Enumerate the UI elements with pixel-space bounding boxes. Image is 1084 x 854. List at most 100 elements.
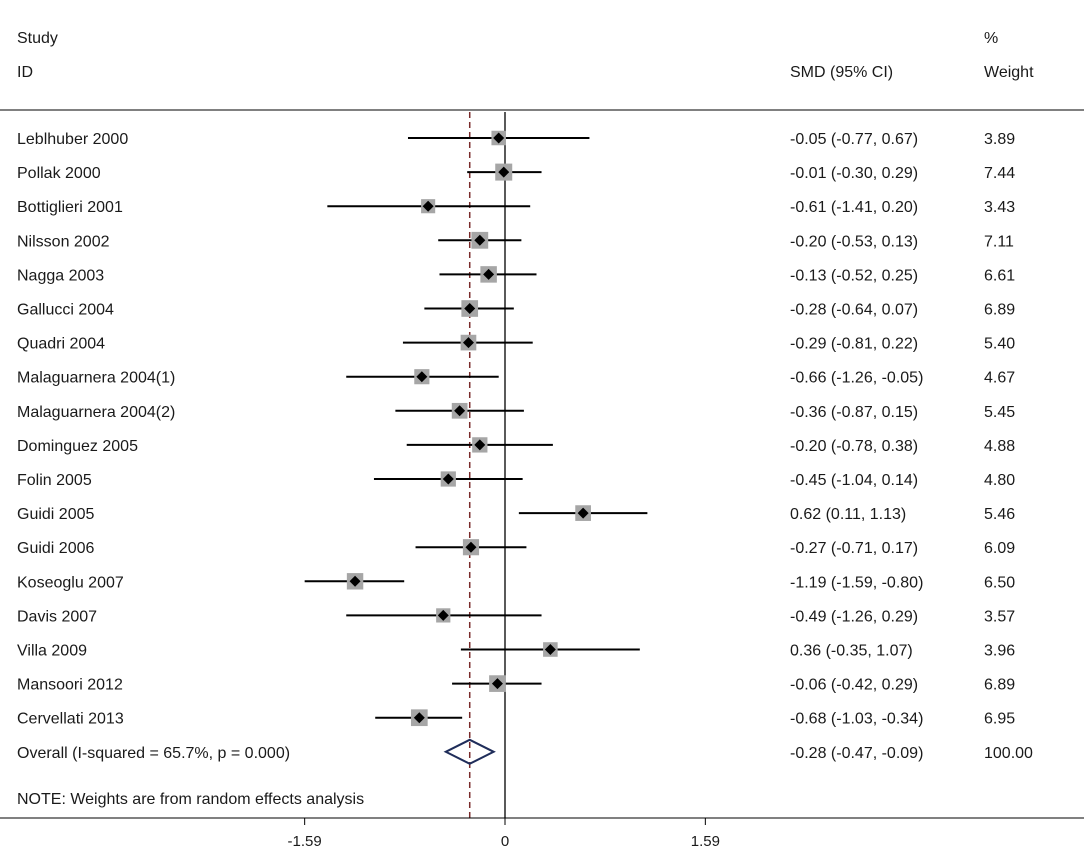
point-estimate-marker xyxy=(416,371,428,383)
point-estimate-marker xyxy=(437,609,449,621)
effect-ci-value: -0.49 (-1.26, 0.29) xyxy=(790,608,918,625)
effect-ci-value: -0.20 (-0.53, 0.13) xyxy=(790,233,918,250)
tick-label: -1.59 xyxy=(288,833,322,850)
header-weight: Weight xyxy=(984,64,1034,81)
weight-value: 4.67 xyxy=(984,370,1015,387)
header-effect: SMD (95% CI) xyxy=(790,64,893,81)
effect-ci-value: -0.29 (-0.81, 0.22) xyxy=(790,336,918,353)
effect-ci-value: -0.01 (-0.30, 0.29) xyxy=(790,165,918,182)
effect-ci-value: -0.45 (-1.04, 0.14) xyxy=(790,472,918,489)
study-label: Koseoglu 2007 xyxy=(17,574,124,591)
study-row: Malaguarnera 2004(1) -0.66 (-1.26, -0.05)… xyxy=(17,369,1015,387)
study-label: Dominguez 2005 xyxy=(17,438,138,455)
effect-ci-value: 0.36 (-0.35, 1.07) xyxy=(790,643,913,660)
study-label: Nilsson 2002 xyxy=(17,233,110,250)
overall-row: Overall (I-squared = 65.7%, p = 0.000) -0… xyxy=(17,738,1033,765)
study-label: Cervellati 2013 xyxy=(17,711,124,728)
weight-value: 6.89 xyxy=(984,677,1015,694)
header-study: Study xyxy=(17,30,58,47)
effect-ci-value: -0.61 (-1.41, 0.20) xyxy=(790,199,918,216)
weight-value: 4.80 xyxy=(984,472,1015,489)
study-row: Pollak 2000 -0.01 (-0.30, 0.29) 7.44 xyxy=(17,163,1015,182)
weight-value: 7.11 xyxy=(984,233,1014,250)
weight-value: 5.46 xyxy=(984,506,1015,523)
study-row: Villa 2009 0.36 (-0.35, 1.07) 3.96 xyxy=(17,642,1015,660)
overall-diamond xyxy=(443,738,496,765)
weight-value: 3.57 xyxy=(984,608,1015,625)
tick-label: 1.59 xyxy=(691,833,720,850)
study-row: Mansoori 2012 -0.06 (-0.42, 0.29) 6.89 xyxy=(17,675,1015,694)
study-row: Guidi 2006 -0.27 (-0.71, 0.17) 6.09 xyxy=(17,539,1015,557)
study-row: Quadri 2004 -0.29 (-0.81, 0.22) 5.40 xyxy=(17,334,1015,353)
effect-ci-value: -0.28 (-0.64, 0.07) xyxy=(790,302,918,319)
effect-ci-value: -0.06 (-0.42, 0.29) xyxy=(790,677,918,694)
point-estimate-marker xyxy=(465,541,477,553)
point-estimate-marker xyxy=(493,132,505,144)
effect-ci-value: -0.66 (-1.26, -0.05) xyxy=(790,370,923,387)
weight-value: 4.88 xyxy=(984,438,1015,455)
weight-value: 5.40 xyxy=(984,336,1015,353)
study-label: Nagga 2003 xyxy=(17,267,104,284)
overall-weight-value: 100.00 xyxy=(984,745,1033,762)
footnote: NOTE: Weights are from random effects an… xyxy=(17,791,364,808)
weight-value: 6.61 xyxy=(984,267,1015,284)
point-estimate-marker xyxy=(498,166,510,178)
study-row: Nilsson 2002 -0.20 (-0.53, 0.13) 7.11 xyxy=(17,231,1014,250)
weight-value: 6.89 xyxy=(984,302,1015,319)
study-label: Malaguarnera 2004(1) xyxy=(17,370,175,387)
study-label: Quadri 2004 xyxy=(17,336,105,353)
x-axis-ticks: -1.59 0 1.59 xyxy=(288,818,720,850)
study-label: Pollak 2000 xyxy=(17,165,101,182)
study-label: Leblhuber 2000 xyxy=(17,131,128,148)
reference-lines xyxy=(468,112,506,818)
weight-value: 3.96 xyxy=(984,643,1015,660)
point-estimate-marker xyxy=(474,234,486,246)
study-row: Bottiglieri 2001 -0.61 (-1.41, 0.20) 3.43 xyxy=(17,199,1015,216)
effect-ci-value: -0.36 (-0.87, 0.15) xyxy=(790,404,918,421)
point-estimate-marker xyxy=(349,575,361,587)
overall-label: Overall (I-squared = 65.7%, p = 0.000) xyxy=(17,745,290,762)
weight-value: 6.09 xyxy=(984,540,1015,557)
header-percent: % xyxy=(984,30,998,47)
point-estimate-marker xyxy=(464,303,476,314)
study-row: Guidi 2005 0.62 (0.11, 1.13) 5.46 xyxy=(17,505,1015,523)
study-label: Gallucci 2004 xyxy=(17,302,114,319)
study-label: Mansoori 2012 xyxy=(17,677,123,694)
study-row: Gallucci 2004 -0.28 (-0.64, 0.07) 6.89 xyxy=(17,300,1015,319)
study-label: Davis 2007 xyxy=(17,608,97,625)
point-estimate-marker xyxy=(483,268,495,280)
study-label: Guidi 2005 xyxy=(17,506,94,523)
effect-ci-value: -1.19 (-1.59, -0.80) xyxy=(790,574,923,591)
point-estimate-marker xyxy=(454,405,466,417)
study-row: Cervellati 2013 -0.68 (-1.03, -0.34) 6.95 xyxy=(17,709,1015,728)
study-label: Bottiglieri 2001 xyxy=(17,199,123,216)
effect-ci-value: -0.27 (-0.71, 0.17) xyxy=(790,540,918,557)
overall-effect-ci-value: -0.28 (-0.47, -0.09) xyxy=(790,745,923,762)
study-label: Malaguarnera 2004(2) xyxy=(17,404,175,421)
study-label: Folin 2005 xyxy=(17,472,92,489)
weight-value: 6.50 xyxy=(984,574,1015,591)
study-row: Koseoglu 2007 -1.19 (-1.59, -0.80) 6.50 xyxy=(17,573,1015,591)
point-estimate-marker xyxy=(491,678,503,690)
effect-ci-value: -0.20 (-0.78, 0.38) xyxy=(790,438,918,455)
effect-ci-value: -0.13 (-0.52, 0.25) xyxy=(790,267,918,284)
study-label: Villa 2009 xyxy=(17,643,87,660)
point-estimate-marker xyxy=(422,200,434,212)
study-row: Dominguez 2005 -0.20 (-0.78, 0.38) 4.88 xyxy=(17,437,1015,455)
study-row: Leblhuber 2000 -0.05 (-0.77, 0.67) 3.89 xyxy=(17,130,1015,148)
point-estimate-marker xyxy=(413,712,425,724)
weight-value: 6.95 xyxy=(984,711,1015,728)
tick-label: 0 xyxy=(501,833,509,850)
effect-ci-value: -0.68 (-1.03, -0.34) xyxy=(790,711,923,728)
point-estimate-marker xyxy=(474,439,486,451)
point-estimate-marker xyxy=(442,473,454,485)
header-id: ID xyxy=(17,64,33,81)
effect-ci-value: -0.05 (-0.77, 0.67) xyxy=(790,131,918,148)
weight-value: 5.45 xyxy=(984,404,1015,421)
point-estimate-marker xyxy=(462,337,474,349)
effect-ci-value: 0.62 (0.11, 1.13) xyxy=(790,506,906,523)
study-label: Guidi 2006 xyxy=(17,540,94,557)
weight-value: 3.89 xyxy=(984,131,1015,148)
weight-value: 7.44 xyxy=(984,165,1015,182)
